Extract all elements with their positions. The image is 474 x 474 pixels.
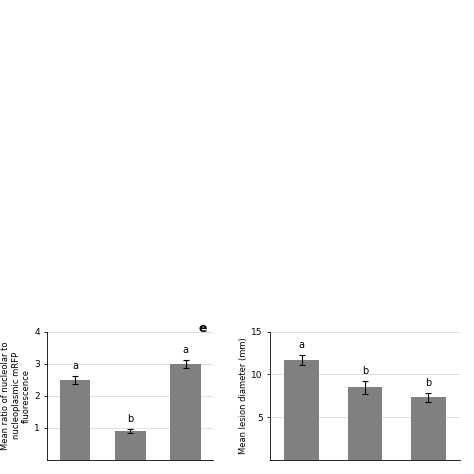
Bar <box>60 380 90 460</box>
Bar <box>171 364 201 460</box>
Text: b: b <box>425 378 431 388</box>
Text: a: a <box>72 361 78 371</box>
Bar <box>411 398 446 460</box>
Text: e: e <box>198 321 207 335</box>
Y-axis label: Mean lesion diameter (mm): Mean lesion diameter (mm) <box>239 337 248 454</box>
Text: b: b <box>127 414 134 424</box>
Y-axis label: Mean ratio of nucleolar to
nucleoplasmic mRFP
fluorescence: Mean ratio of nucleolar to nucleoplasmic… <box>1 342 31 450</box>
Text: a: a <box>182 345 189 355</box>
Text: b: b <box>362 366 368 376</box>
Text: a: a <box>299 340 305 350</box>
Bar <box>284 360 319 460</box>
Bar <box>115 431 146 460</box>
Bar <box>347 387 383 460</box>
